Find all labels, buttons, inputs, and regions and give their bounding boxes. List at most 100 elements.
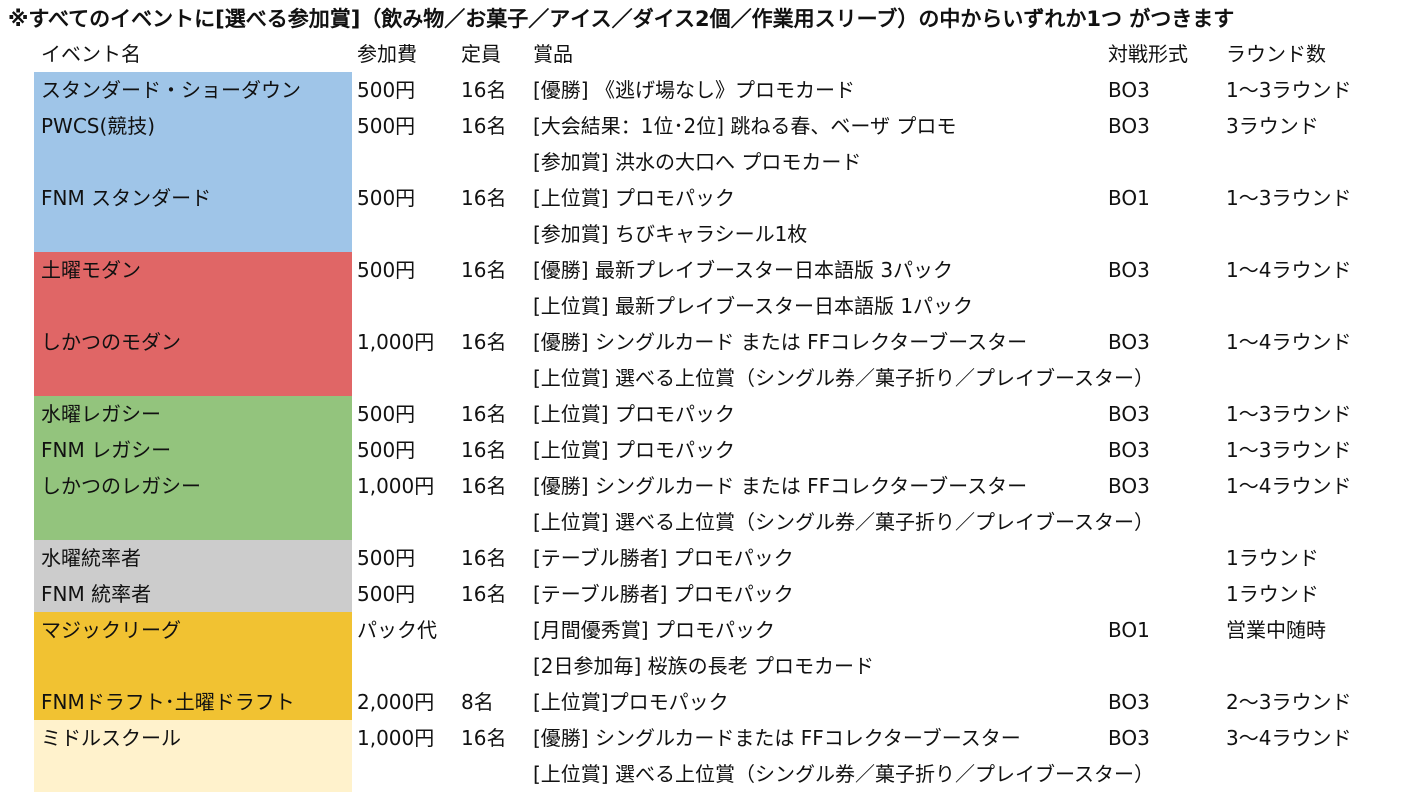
event-name-cell: 土曜モダン	[34, 252, 352, 288]
prize-cell: [上位賞] 選べる上位賞（シングル券／菓子折り／プレイブースター）	[533, 510, 1154, 534]
table-row: FNM スタンダード 500円 16名 [上位賞] プロモパック BO1 1～3ラウンド	[0, 180, 1402, 216]
table-row: マジックリーグ パック代 [月間優秀賞] プロモパック BO1 営業中随時	[0, 612, 1402, 648]
event-name-cell: PWCS(競技)	[34, 108, 352, 144]
prize-cell: [優勝] シングルカード または FFコレクターブースター	[533, 330, 1028, 354]
prize-cell: [月間優秀賞] プロモパック	[533, 618, 775, 642]
capacity-cell: 8名	[461, 690, 494, 714]
prize-cell: [上位賞] プロモパック	[533, 438, 735, 462]
rounds-cell: 1～3ラウンド	[1226, 78, 1352, 102]
event-name-cell: 水曜統率者	[34, 540, 352, 576]
format-cell	[1108, 576, 1218, 612]
prize-cell: [大会結果：1位･2位] 跳ねる春、ベーザ プロモ	[533, 114, 957, 138]
rounds-cell	[1226, 504, 1402, 540]
prize-cell: [テーブル勝者] プロモパック	[533, 546, 794, 570]
table-row: スタンダード・ショーダウン 500円 16名 [優勝] 《逃げ場なし》プロモカード BO…	[0, 72, 1402, 108]
format-cell	[1108, 360, 1218, 396]
prize-cell: [2日参加毎] 桜族の長老 プロモカード	[533, 654, 875, 678]
rounds-cell	[1226, 144, 1402, 180]
event-name-cell: ミドルスクール	[34, 720, 352, 756]
format-cell: BO3	[1108, 690, 1150, 714]
format-cell: BO3	[1108, 258, 1150, 282]
format-cell	[1108, 540, 1218, 576]
event-name-cell: 水曜レガシー	[34, 396, 352, 432]
format-cell	[1108, 216, 1218, 252]
capacity-cell: 16名	[461, 402, 507, 426]
event-name-cell: マジックリーグ	[34, 612, 352, 648]
rounds-cell	[1226, 288, 1402, 324]
event-name-cell	[34, 216, 352, 252]
table-row: PWCS(競技) 500円 16名 [大会結果：1位･2位] 跳ねる春、ベーザ プロモ…	[0, 108, 1402, 144]
prize-cell: [上位賞] 選べる上位賞（シングル券／菓子折り／プレイブースター）	[533, 762, 1154, 786]
capacity-cell	[461, 216, 531, 252]
fee-cell: 1,000円	[357, 726, 435, 750]
rounds-cell: 2～3ラウンド	[1226, 690, 1352, 714]
fee-cell	[357, 144, 457, 180]
event-name-cell	[34, 648, 352, 684]
capacity-cell: 16名	[461, 330, 507, 354]
event-name-cell: スタンダード・ショーダウン	[34, 72, 352, 108]
format-cell	[1108, 756, 1218, 792]
rounds-cell: 1ラウンド	[1226, 546, 1319, 570]
fee-cell	[357, 756, 457, 792]
format-cell: BO3	[1108, 78, 1150, 102]
rounds-cell: 1～3ラウンド	[1226, 186, 1352, 210]
prize-cell: [優勝] シングルカードまたは FFコレクターブースター	[533, 726, 1021, 750]
event-name-cell	[34, 144, 352, 180]
rounds-cell: 3ラウンド	[1226, 114, 1319, 138]
capacity-cell: 16名	[461, 78, 507, 102]
format-cell	[1108, 144, 1218, 180]
fee-cell: 500円	[357, 402, 416, 426]
format-cell: BO1	[1108, 186, 1150, 210]
capacity-cell: 16名	[461, 582, 507, 606]
prize-cell: [参加賞] ちびキャラシール1枚	[533, 222, 808, 246]
table-header-row: イベント名 参加費 定員 賞品 対戦形式 ラウンド数	[0, 36, 1402, 72]
fee-cell	[357, 504, 457, 540]
capacity-cell	[461, 648, 531, 684]
fee-cell: 1,000円	[357, 330, 435, 354]
prize-cell: [優勝] 最新プレイブースター日本語版 3パック	[533, 258, 954, 282]
capacity-cell	[461, 144, 531, 180]
table-row: [上位賞] 選べる上位賞（シングル券／菓子折り／プレイブースター）	[0, 756, 1402, 792]
table-row: FNM 統率者 500円 16名 [テーブル勝者] プロモパック 1ラウンド	[0, 576, 1402, 612]
fee-cell	[357, 216, 457, 252]
fee-cell: 1,000円	[357, 474, 435, 498]
rounds-cell	[1226, 360, 1402, 396]
event-name-cell	[34, 360, 352, 396]
table-row: [参加賞] ちびキャラシール1枚	[0, 216, 1402, 252]
prize-cell: [上位賞] 最新プレイブースター日本語版 1パック	[533, 294, 974, 318]
capacity-cell: 16名	[461, 546, 507, 570]
capacity-cell	[461, 612, 531, 648]
capacity-cell	[461, 360, 531, 396]
participation-prize-notice: ※すべてのイベントに[選べる参加賞]（飲み物／お菓子／アイス／ダイス2個／作業用…	[8, 7, 1235, 31]
header-fee: 参加費	[357, 42, 417, 66]
capacity-cell	[461, 756, 531, 792]
fee-cell: 500円	[357, 78, 416, 102]
rounds-cell	[1226, 216, 1402, 252]
header-capacity: 定員	[461, 42, 501, 66]
format-cell: BO3	[1108, 438, 1150, 462]
format-cell	[1108, 504, 1218, 540]
event-table: イベント名 参加費 定員 賞品 対戦形式 ラウンド数 スタンダード・ショーダウン…	[0, 36, 1402, 792]
capacity-cell: 16名	[461, 438, 507, 462]
table-row: [参加賞] 洪水の大口へ プロモカード	[0, 144, 1402, 180]
rounds-cell: 3～4ラウンド	[1226, 726, 1352, 750]
fee-cell	[357, 648, 457, 684]
format-cell: BO3	[1108, 330, 1150, 354]
table-row: [上位賞] 選べる上位賞（シングル券／菓子折り／プレイブースター）	[0, 360, 1402, 396]
table-row: しかつのレガシー 1,000円 16名 [優勝] シングルカード または FFコレクタ…	[0, 468, 1402, 504]
format-cell: BO3	[1108, 402, 1150, 426]
format-cell: BO3	[1108, 114, 1150, 138]
event-name-cell: FNM 統率者	[34, 576, 352, 612]
event-name-cell: FNM レガシー	[34, 432, 352, 468]
table-row: FNM レガシー 500円 16名 [上位賞] プロモパック BO3 1～3ラウンド	[0, 432, 1402, 468]
table-row: FNMドラフト･土曜ドラフト 2,000円 8名 [上位賞]プロモパック BO3 2～3ラ…	[0, 684, 1402, 720]
prize-cell: [上位賞]プロモパック	[533, 690, 729, 714]
event-name-cell: しかつのモダン	[34, 324, 352, 360]
prize-cell: [上位賞] 選べる上位賞（シングル券／菓子折り／プレイブースター）	[533, 366, 1154, 390]
event-name-cell: しかつのレガシー	[34, 468, 352, 504]
fee-cell: 500円	[357, 438, 416, 462]
format-cell: BO3	[1108, 474, 1150, 498]
rounds-cell: 営業中随時	[1226, 618, 1326, 642]
rounds-cell	[1226, 648, 1402, 684]
prize-cell: [上位賞] プロモパック	[533, 186, 735, 210]
